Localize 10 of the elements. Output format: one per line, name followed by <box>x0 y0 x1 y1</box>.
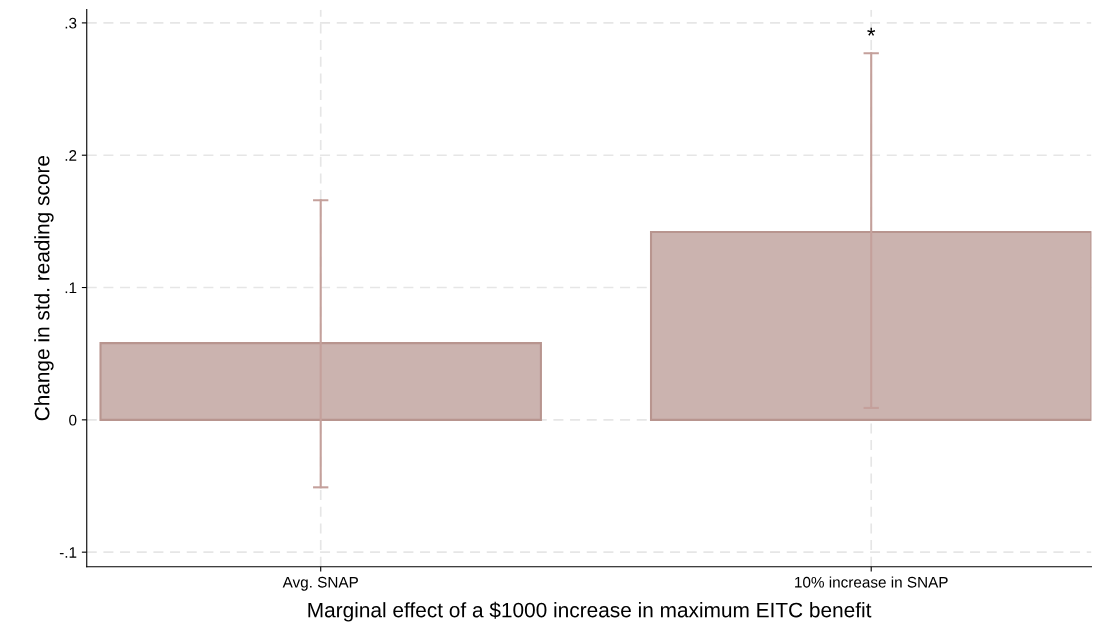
x-axis-title: Marginal effect of a $1000 increase in maximum EITC benefit <box>308 601 872 622</box>
y-tick-label: .3 <box>65 17 77 29</box>
y-tick-label: -.1 <box>59 547 77 558</box>
y-tick-label: .2 <box>65 150 77 161</box>
x-tick-label: 10% increase in SNAP <box>795 576 948 588</box>
y-axis-title: Change in std. reading score <box>34 155 54 421</box>
y-tick-label: 0 <box>69 414 77 426</box>
x-tick-label: Avg. SNAP <box>282 576 358 591</box>
annotation: * <box>867 27 876 36</box>
y-tick-label: .1 <box>65 282 77 294</box>
